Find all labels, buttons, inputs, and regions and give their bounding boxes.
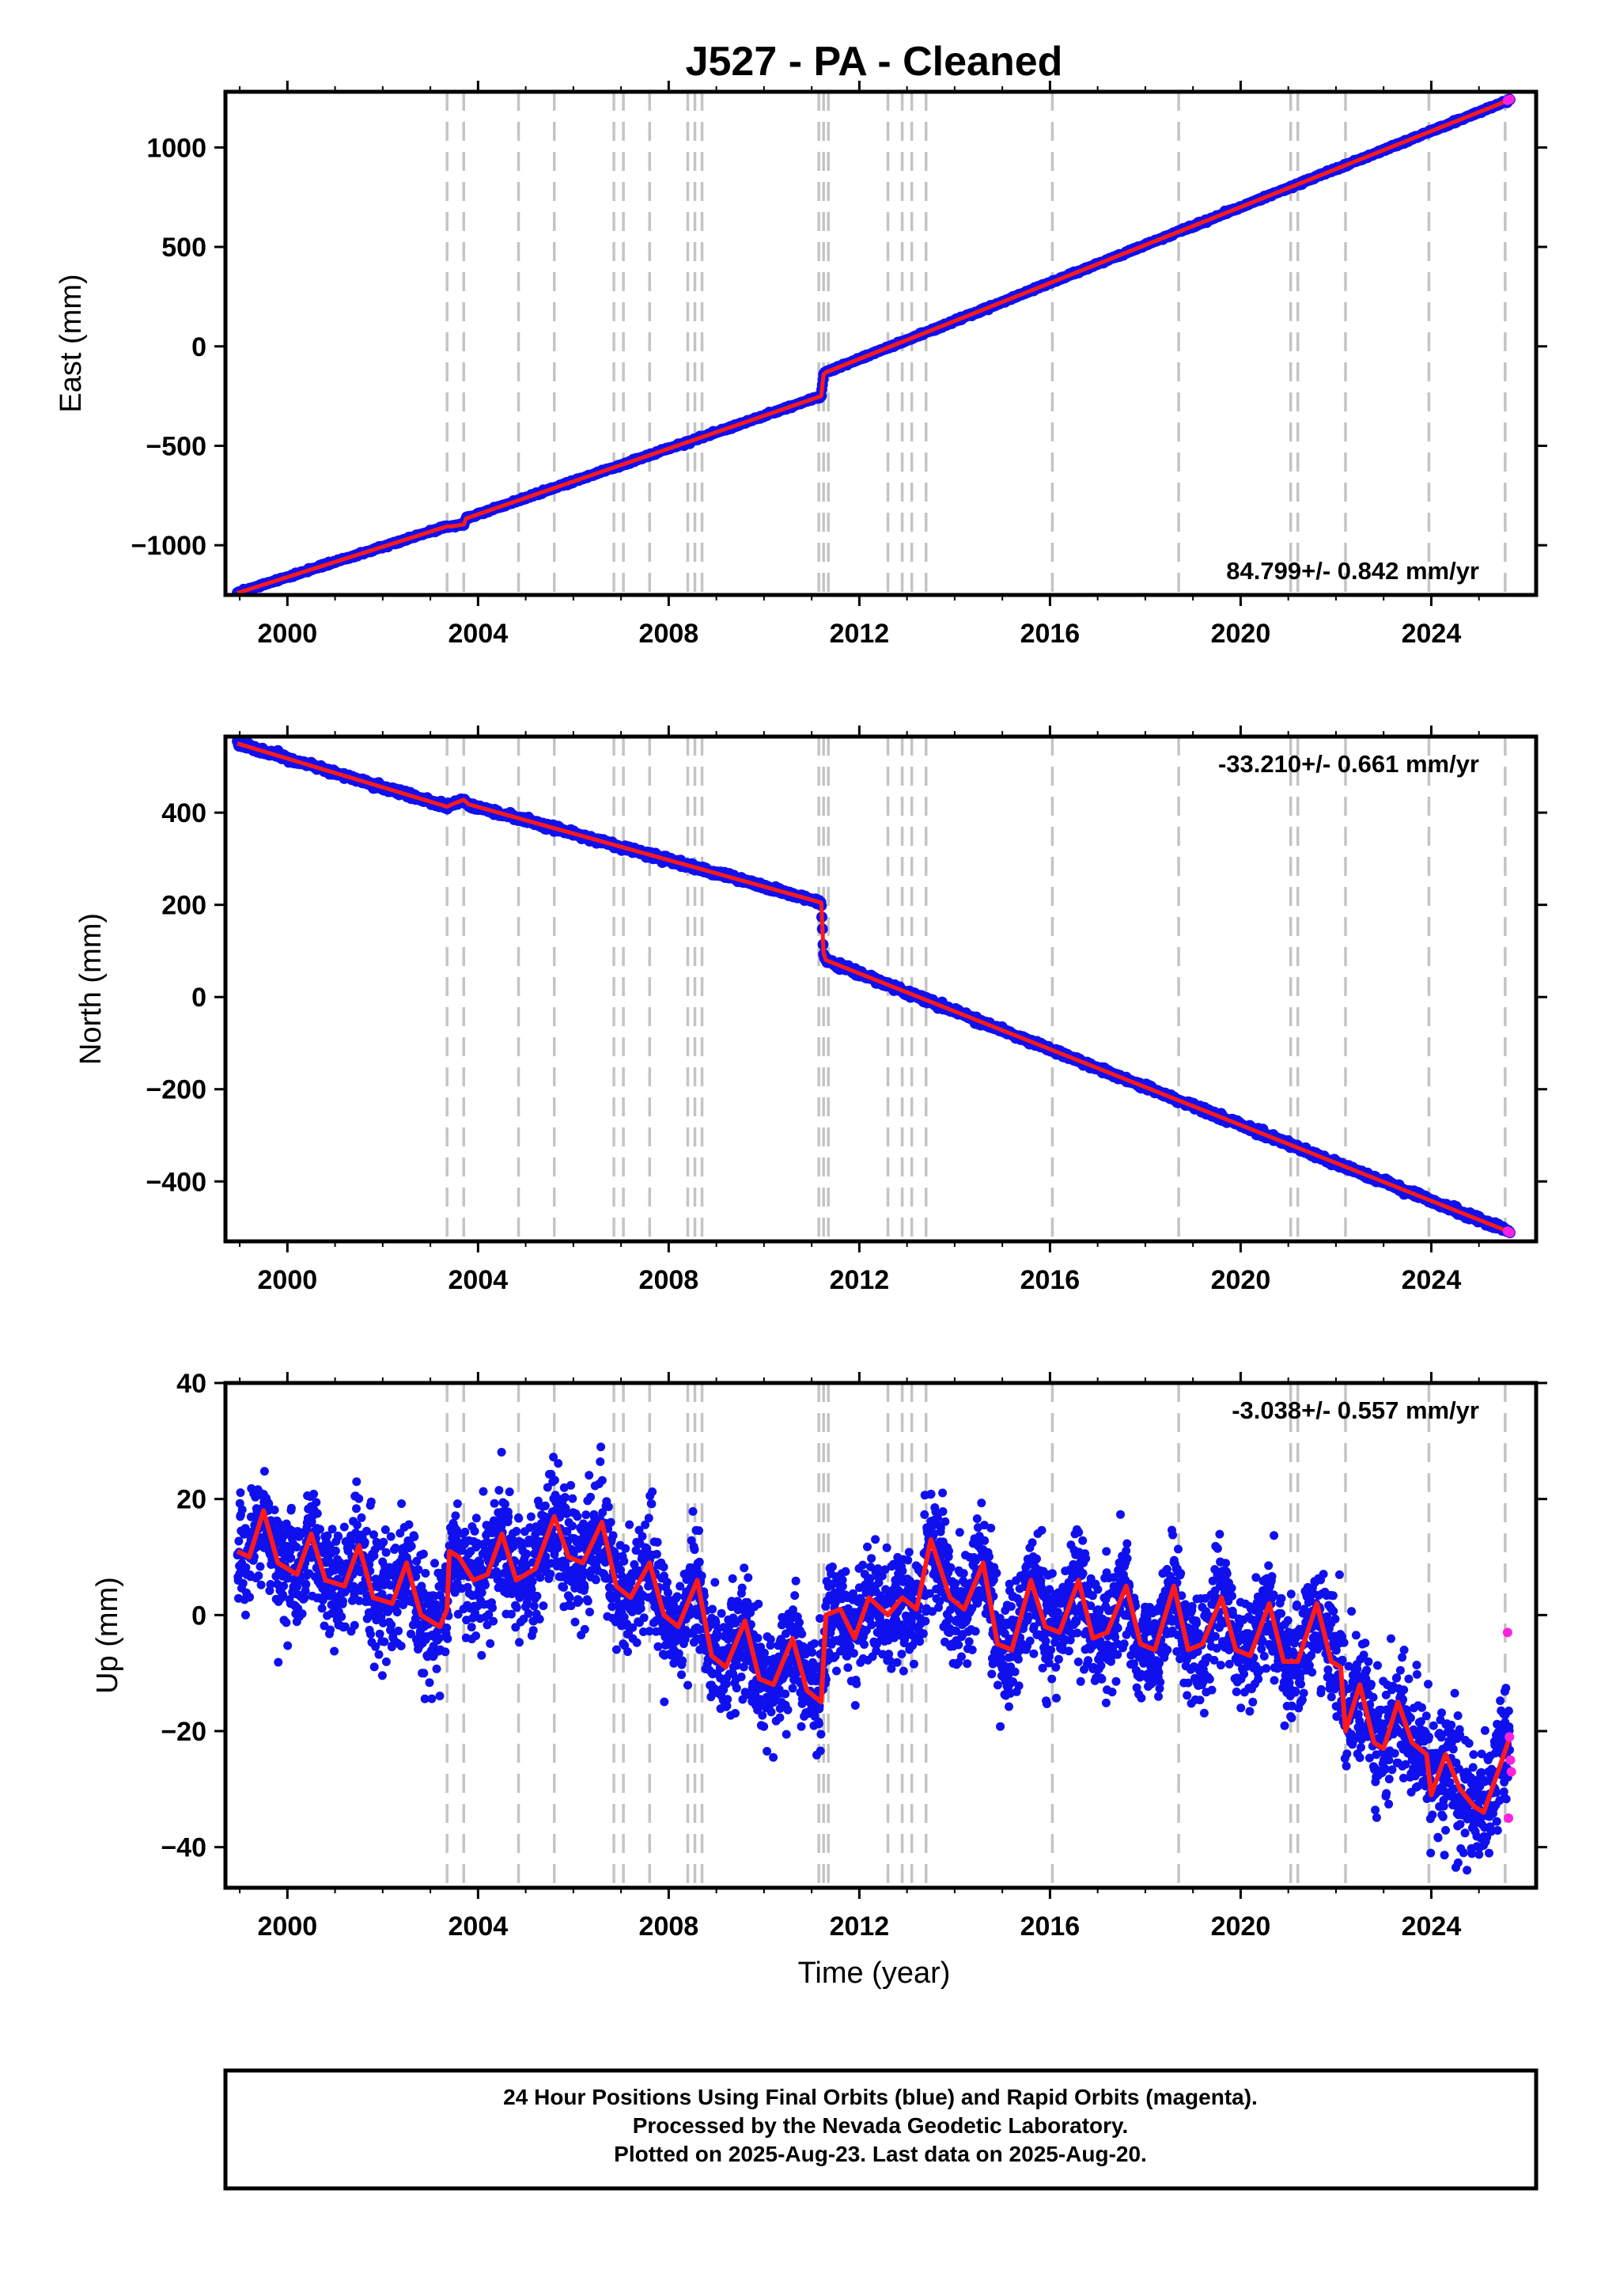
y-tick-label: −500: [146, 431, 206, 461]
final-point-143: [274, 1658, 283, 1667]
x-tick-label: 2024: [1402, 1265, 1462, 1295]
x-tick-label: 2012: [830, 1265, 890, 1295]
final-point-30: [241, 1563, 251, 1572]
final-point-74: [254, 1571, 263, 1581]
east-panel: 2000 2004 2008 2012 2016 2020 2024 −1000 −500 0 50…: [55, 81, 1547, 649]
model-line: [237, 741, 1511, 1234]
final-point-43: [245, 1593, 255, 1602]
y-tick-label: 1000: [146, 133, 206, 163]
x-tick-label: 2016: [1020, 619, 1081, 649]
final-point-20: [238, 1578, 248, 1588]
final-point-267: [309, 1489, 319, 1498]
final-orbit-points: [232, 737, 1516, 1238]
panel-frame: [223, 89, 1539, 597]
y-tick-label: 0: [191, 332, 206, 362]
x-ticks: 2000 2004 2008 2012 2016 2020 2024: [239, 726, 1480, 1295]
final-orbit-points: [233, 1442, 1514, 1875]
final-point-197: [289, 1574, 298, 1584]
final-point-235: [300, 1593, 309, 1603]
final-point-187: [286, 1553, 296, 1563]
final-point-207: [292, 1543, 301, 1552]
final-point-176: [283, 1641, 293, 1650]
rapid-orbit-points: [1502, 1226, 1515, 1237]
y-tick-label: −200: [146, 1075, 206, 1105]
final-point-5: [234, 1536, 244, 1546]
y-tick-label: 400: [161, 798, 206, 828]
x-tick-label: 2020: [1211, 619, 1271, 649]
final-point-17: [237, 1505, 247, 1514]
y-ticks: −1000 −500 0 500 1000: [131, 133, 1547, 561]
x-tick-label: 2016: [1020, 1265, 1081, 1295]
y-ticks: −400 −200 0 200 400: [146, 798, 1547, 1197]
final-point-110: [264, 1499, 274, 1509]
rate-annotation: -33.210+/- 0.661 mm/yr: [1218, 750, 1479, 778]
final-point-113: [265, 1586, 274, 1595]
final-point-280: [312, 1509, 322, 1518]
y-tick-label: −1000: [131, 531, 207, 561]
final-point-95: [259, 1467, 269, 1476]
x-tick-label: 2004: [449, 619, 509, 649]
x-tick-label: 2000: [258, 619, 318, 649]
final-point-116: [266, 1580, 275, 1589]
x-tick-label: 2012: [830, 619, 890, 649]
final-point-130: [270, 1506, 279, 1514]
final-point-83: [256, 1580, 266, 1589]
final-orbit-points: [232, 93, 1516, 595]
final-point-29: [241, 1610, 250, 1620]
rapid-point-1: [1504, 94, 1515, 104]
final-point-80: [255, 1562, 265, 1571]
y-tick-label: 200: [161, 891, 206, 921]
panel-frame: [223, 734, 1539, 1244]
y-tick-label: −400: [146, 1167, 206, 1197]
final-point-11: [236, 1488, 245, 1498]
y-tick-label: 0: [191, 983, 206, 1013]
x-tick-label: 2008: [639, 1265, 699, 1295]
final-point-171: [282, 1618, 291, 1627]
y-axis-label: East (mm): [55, 274, 88, 412]
north-panel: 2000 2004 2008 2012 2016 2020 2024 −400 −200 0 200…: [74, 726, 1547, 1295]
final-point-189: [286, 1503, 296, 1513]
x-tick-label: 2000: [258, 1265, 318, 1295]
y-tick-label: 500: [161, 233, 206, 263]
x-tick-label: 2024: [1402, 619, 1462, 649]
x-tick-label: 2020: [1211, 1265, 1271, 1295]
x-tick-label: 2004: [449, 1265, 509, 1295]
final-point-240: [301, 1579, 311, 1589]
final-point-162: [279, 1582, 289, 1590]
final-point-276: [312, 1498, 321, 1507]
x-tick-label: 2008: [639, 619, 699, 649]
up-panel: 2000 2004 2008 2012 2016 2020 2024−40−2002040U…: [91, 1369, 1547, 1942]
chart-title: J527 - PA - Cleaned: [686, 39, 1063, 85]
final-point-159: [278, 1590, 287, 1600]
final-point-227: [297, 1609, 307, 1619]
rapid-point-1: [1504, 1227, 1515, 1237]
model-line: [237, 97, 1511, 595]
y-axis-label: North (mm): [74, 913, 108, 1065]
rapid-orbit-points: [1502, 94, 1515, 105]
rate-annotation: 84.799+/- 0.842 mm/yr: [1226, 557, 1479, 585]
x-ticks: 2000 2004 2008 2012 2016 2020 2024: [239, 81, 1480, 649]
